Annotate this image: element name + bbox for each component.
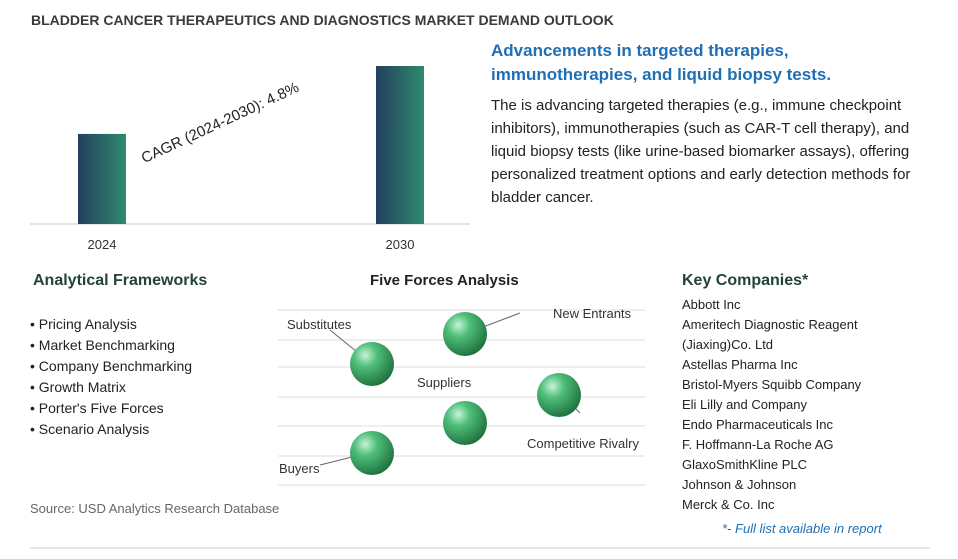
force-label: Buyers <box>279 461 320 476</box>
companies-note: *- Full list available in report <box>722 521 882 536</box>
highlight-heading: Advancements in targeted therapies, immu… <box>491 41 832 84</box>
force-label: Substitutes <box>287 317 352 332</box>
force-label: Competitive Rivalry <box>527 436 639 451</box>
framework-item: • Market Benchmarking <box>30 337 175 353</box>
five-forces-diagram <box>278 309 645 486</box>
framework-item: • Scenario Analysis <box>30 421 150 437</box>
page-title: BLADDER CANCER THERAPEUTICS AND DIAGNOST… <box>31 12 614 28</box>
company-item: Merck & Co. Inc <box>682 497 775 512</box>
framework-item: • Company Benchmarking <box>30 358 193 374</box>
highlight-body: The is advancing targeted therapies (e.g… <box>491 97 911 206</box>
x-tick-label: 2030 <box>386 237 415 252</box>
source: Source: USD Analytics Research Database <box>30 501 280 516</box>
company-item: GlaxoSmithKline PLC <box>682 457 807 472</box>
bar-chart: 2024 2030 <box>30 66 470 252</box>
company-item: Abbott Inc <box>682 297 741 312</box>
framework-item: • Porter's Five Forces <box>30 400 164 416</box>
bar <box>376 66 424 224</box>
x-tick-label: 2024 <box>88 237 117 252</box>
company-item: F. Hoffmann-La Roche AG <box>682 437 834 452</box>
company-item: Astellas Pharma Inc <box>682 357 798 372</box>
force-label: New Entrants <box>553 306 632 321</box>
force-label: Suppliers <box>417 375 472 390</box>
framework-item: • Pricing Analysis <box>30 316 137 332</box>
five-forces-title: Five Forces Analysis <box>370 272 519 289</box>
company-item: Eli Lilly and Company <box>682 397 808 412</box>
company-item: Johnson & Johnson <box>682 477 797 492</box>
company-item: Bristol-Myers Squibb Company <box>682 377 862 392</box>
companies-title: Key Companies* <box>682 272 809 289</box>
frameworks-title: Analytical Frameworks <box>33 272 208 289</box>
framework-item: • Growth Matrix <box>30 379 126 395</box>
company-item: Ameritech Diagnostic Reagent (Jiaxing)Co… <box>682 317 858 352</box>
company-item: Endo Pharmaceuticals Inc <box>682 417 834 432</box>
bar <box>78 133 126 224</box>
